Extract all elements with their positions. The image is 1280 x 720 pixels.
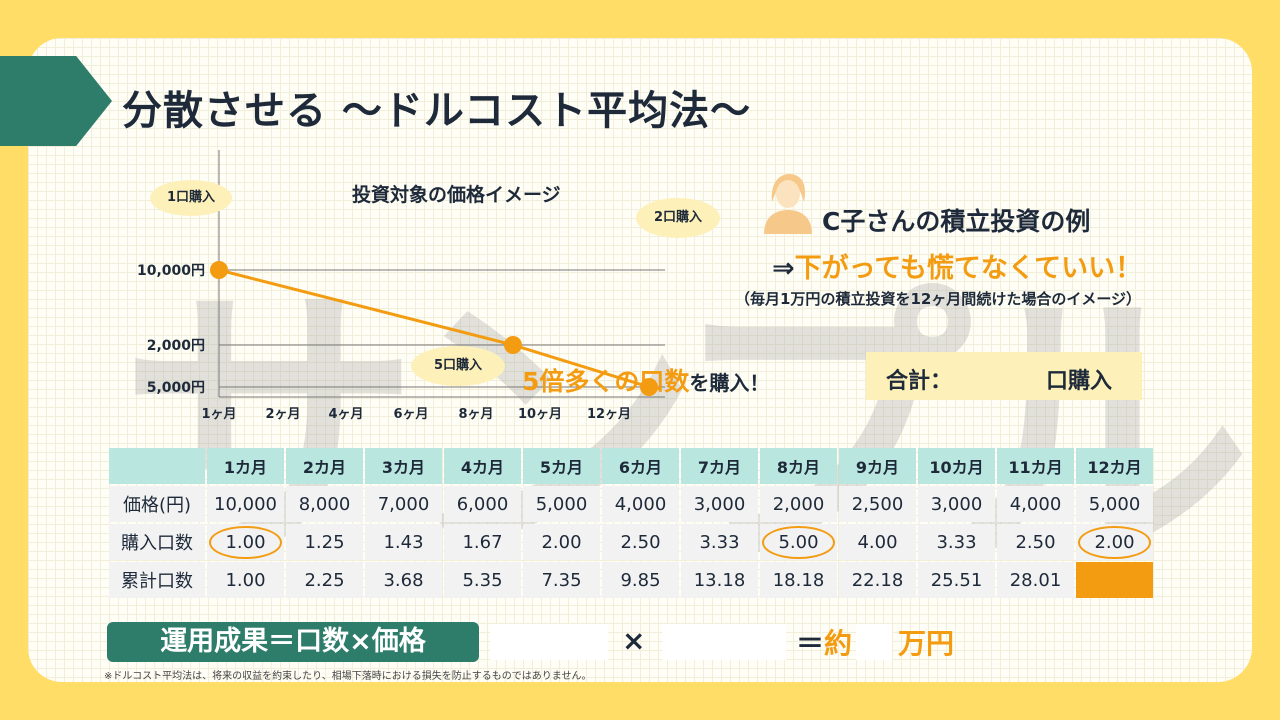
price-cell: 5,000 xyxy=(523,486,600,522)
answer-blank-amount xyxy=(856,624,892,660)
x-tick-label: 8ヶ月 xyxy=(458,407,493,422)
x-tick-label: 2ヶ月 xyxy=(265,407,300,422)
month-header: 3カ月 xyxy=(365,448,442,484)
y-tick-label: 2,000円 xyxy=(147,338,205,354)
row-label: 価格(円) xyxy=(109,486,205,522)
times-symbol: × xyxy=(622,624,646,657)
units-cell-circled: 5.00 xyxy=(760,524,837,560)
price-cell: 8,000 xyxy=(286,486,363,522)
result-unit: 万円 xyxy=(898,627,955,660)
row-label: 購入口数 xyxy=(109,524,205,560)
answer-blank-units xyxy=(490,624,608,660)
y-tick-label: 10,000円 xyxy=(137,263,205,279)
units-cell: 1.67 xyxy=(444,524,521,560)
month-header: 11カ月 xyxy=(997,448,1074,484)
annotation-5-units: 5口購入 xyxy=(411,346,505,386)
row-label: 累計口数 xyxy=(109,562,205,598)
case-title: C子さんの積立投資の例 xyxy=(822,207,1091,236)
month-header: 2カ月 xyxy=(286,448,363,484)
cumulative-cell: 13.18 xyxy=(681,562,758,598)
price-cell: 4,000 xyxy=(602,486,679,522)
cumulative-cell: 22.18 xyxy=(839,562,916,598)
month-header: 6カ月 xyxy=(602,448,679,484)
cumulative-cell-blank xyxy=(1076,562,1153,598)
price-cell: 2,000 xyxy=(760,486,837,522)
cumulative-cell: 2.25 xyxy=(286,562,363,598)
annotation-1-unit: 1口購入 xyxy=(150,180,232,216)
table-row-units: 購入口数 1.00 1.25 1.43 1.67 2.00 2.50 3.33 … xyxy=(109,524,1153,560)
month-header: 10カ月 xyxy=(918,448,995,484)
units-cell-circled: 1.00 xyxy=(207,524,284,560)
price-cell: 3,000 xyxy=(918,486,995,522)
cumulative-cell: 5.35 xyxy=(444,562,521,598)
page-title: 分散させる ～ドルコスト平均法～ xyxy=(122,88,752,134)
y-tick-label: 5,000円 xyxy=(147,380,205,396)
price-cell: 7,000 xyxy=(365,486,442,522)
cumulative-cell: 25.51 xyxy=(918,562,995,598)
units-cell: 4.00 xyxy=(839,524,916,560)
units-cell: 2.00 xyxy=(523,524,600,560)
arrow-symbol: ⇒ xyxy=(772,253,795,284)
units-cell: 1.25 xyxy=(286,524,363,560)
table-corner xyxy=(109,448,205,484)
total-box: 合計： 口購入 xyxy=(866,352,1142,400)
x-tick-label: 12ヶ月 xyxy=(587,407,631,422)
units-cell: 2.50 xyxy=(602,524,679,560)
table-header-row: 1カ月 2カ月 3カ月 4カ月 5カ月 6カ月 7カ月 8カ月 9カ月 10カ月… xyxy=(109,448,1153,484)
formula-badge: 運用成果＝口数×価格 xyxy=(107,622,479,662)
disclaimer: ※ドルコスト平均法は、将来の収益を約束したり、相場下落時における損失を防止するも… xyxy=(104,671,592,682)
price-cell: 4,000 xyxy=(997,486,1074,522)
x-tick-label: 1ヶ月 xyxy=(201,407,236,422)
price-point xyxy=(504,336,522,354)
cumulative-cell: 1.00 xyxy=(207,562,284,598)
answer-blank-price xyxy=(662,624,786,660)
cumulative-cell: 3.68 xyxy=(365,562,442,598)
month-header: 4カ月 xyxy=(444,448,521,484)
investment-table: 1カ月 2カ月 3カ月 4カ月 5カ月 6カ月 7カ月 8カ月 9カ月 10カ月… xyxy=(107,446,1155,600)
price-cell: 2,500 xyxy=(839,486,916,522)
case-note: （毎月1万円の積立投資を12ヶ月間続けた場合のイメージ） xyxy=(735,290,1142,308)
x-tick-label: 6ヶ月 xyxy=(393,407,428,422)
price-cell: 5,000 xyxy=(1076,486,1153,522)
price-cell: 3,000 xyxy=(681,486,758,522)
five-times-highlight: 5倍多くの口数 xyxy=(522,367,690,396)
month-header: 12カ月 xyxy=(1076,448,1153,484)
price-cell: 6,000 xyxy=(444,486,521,522)
units-cell: 3.33 xyxy=(681,524,758,560)
total-unit: 口購入 xyxy=(1046,369,1113,394)
month-header: 7カ月 xyxy=(681,448,758,484)
chart-line-layer xyxy=(210,261,658,396)
five-times-callout: 5倍多くの口数を購入！ xyxy=(522,362,769,398)
cumulative-cell: 9.85 xyxy=(602,562,679,598)
five-times-rest: を購入！ xyxy=(689,371,770,395)
case-message: ⇒下がっても慌てなくていい！ xyxy=(772,246,1142,285)
table-row-price: 価格(円) 10,000 8,000 7,000 6,000 5,000 4,0… xyxy=(109,486,1153,522)
chart-x-ticks: 1ヶ月 2ヶ月 4ヶ月 6ヶ月 8ヶ月 10ヶ月 12ヶ月 xyxy=(201,407,631,422)
equals-approx: ＝約 xyxy=(796,627,853,660)
annotation-2-units: 2口購入 xyxy=(636,198,720,238)
price-point xyxy=(640,378,658,396)
units-cell-circled: 2.00 xyxy=(1076,524,1153,560)
cumulative-cell: 28.01 xyxy=(997,562,1074,598)
month-header: 8カ月 xyxy=(760,448,837,484)
cumulative-cell: 18.18 xyxy=(760,562,837,598)
person-icon xyxy=(764,174,812,234)
chart-y-ticks: 10,000円 5,000円 2,000円 xyxy=(137,263,205,396)
price-cell: 10,000 xyxy=(207,486,284,522)
units-cell: 1.43 xyxy=(365,524,442,560)
case-message-text: 下がっても慌てなくていい！ xyxy=(794,253,1143,284)
total-label: 合計： xyxy=(886,369,953,394)
month-header: 9カ月 xyxy=(839,448,916,484)
table-row-cumulative: 累計口数 1.00 2.25 3.68 5.35 7.35 9.85 13.18… xyxy=(109,562,1153,598)
x-tick-label: 4ヶ月 xyxy=(328,407,363,422)
month-header: 5カ月 xyxy=(523,448,600,484)
month-header: 1カ月 xyxy=(207,448,284,484)
x-tick-label: 10ヶ月 xyxy=(518,407,562,422)
units-cell: 2.50 xyxy=(997,524,1074,560)
chart-title: 投資対象の価格イメージ xyxy=(352,184,561,206)
units-cell: 3.33 xyxy=(918,524,995,560)
price-point xyxy=(210,261,228,279)
cumulative-cell: 7.35 xyxy=(523,562,600,598)
